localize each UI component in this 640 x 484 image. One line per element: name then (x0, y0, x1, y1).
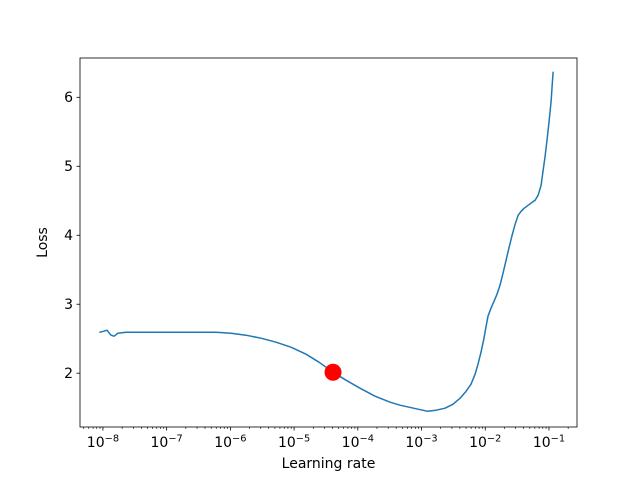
y-axis-tick-labels: 2 3 4 5 6 (64, 90, 73, 382)
x-axis-tick-labels: 10−8 10−7 10−6 10−5 10−4 10−3 10−2 10−1 (87, 434, 565, 452)
x-axis-minor-ticks (83, 427, 569, 429)
x-tick-label: 10−4 (342, 434, 374, 452)
y-axis-major-ticks (76, 96, 80, 374)
x-tick-label: 10−2 (469, 434, 501, 452)
y-tick-label: 6 (64, 90, 73, 106)
x-tick-label: 10−8 (87, 434, 119, 452)
x-tick-label: 10−5 (278, 434, 310, 452)
y-tick-label: 2 (64, 366, 73, 382)
x-tick-label: 10−1 (533, 434, 565, 452)
x-axis-major-ticks (102, 427, 550, 431)
x-tick-label: 10−6 (214, 434, 246, 452)
y-tick-label: 5 (64, 159, 73, 175)
x-tick-label: 10−7 (151, 434, 183, 452)
loss-curve (99, 71, 554, 412)
y-tick-label: 3 (64, 297, 73, 313)
y-tick-label: 4 (64, 228, 73, 244)
y-axis-label: Loss (35, 227, 51, 258)
x-tick-label: 10−3 (405, 434, 437, 452)
x-axis-label: Learning rate (282, 456, 376, 472)
suggested-lr-marker (324, 363, 342, 381)
